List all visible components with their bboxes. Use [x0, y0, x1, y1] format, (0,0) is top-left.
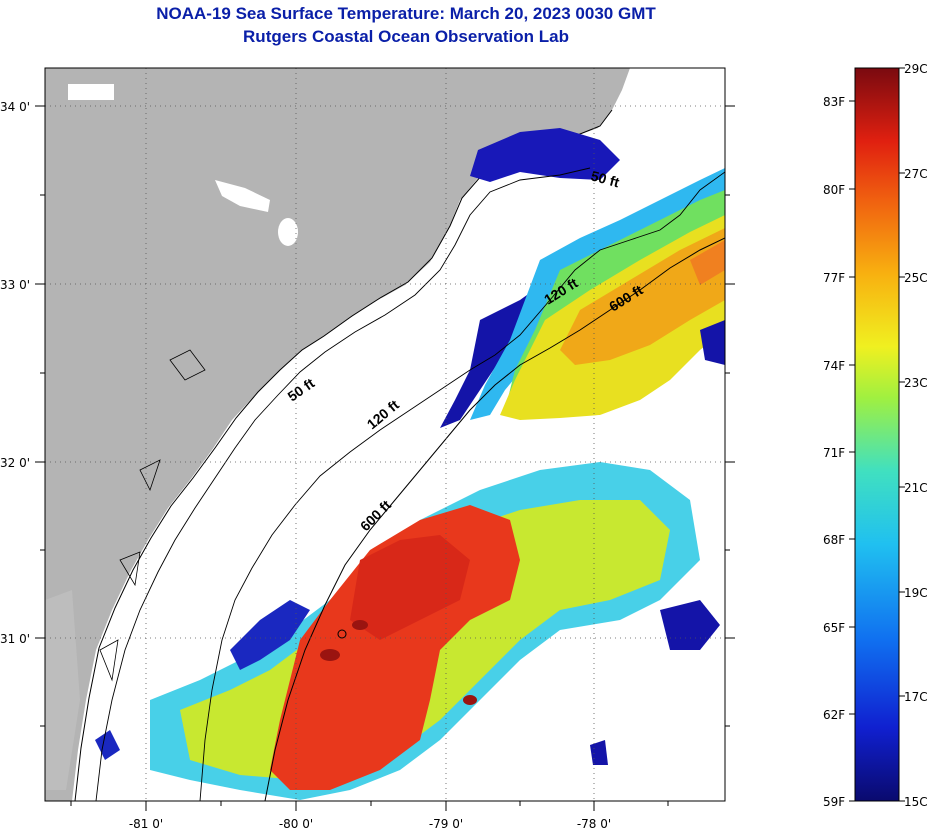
colorbar-c-label: 25C — [904, 271, 928, 285]
colorbar-c-label: 21C — [904, 481, 928, 495]
colorbar-c-label: 17C — [904, 690, 928, 704]
lat-label: 32 0' — [0, 456, 30, 470]
sst-cold-band — [440, 260, 570, 428]
land-gap — [278, 218, 298, 246]
sst-hotspot — [320, 649, 340, 661]
sst-cold-south — [95, 730, 120, 760]
sst-warm-patch — [690, 240, 725, 285]
coastline-islands — [99, 349, 206, 682]
contour-600ft — [264, 237, 725, 801]
contour-50ft — [95, 167, 591, 801]
colorbar-f-label: 83F — [823, 95, 845, 109]
lon-label: -81 0' — [129, 817, 163, 831]
lat-label: 33 0' — [0, 278, 30, 292]
cloud-cover — [440, 395, 725, 480]
colorbar-f-label: 74F — [823, 359, 845, 373]
colorbar-f-label: 68F — [823, 533, 845, 547]
sst-cold-east — [660, 600, 720, 650]
colorbar-c-label: 27C — [904, 167, 928, 181]
contour-120ft — [199, 171, 725, 801]
colorbar-f-label: 77F — [823, 271, 845, 285]
land-gap — [68, 84, 114, 100]
station-marker — [337, 629, 347, 639]
colorbar-c-label: 29C — [904, 62, 928, 76]
lon-label: -80 0' — [279, 817, 313, 831]
cloud-cover — [560, 630, 660, 720]
map-title: NOAA-19 Sea Surface Temperature: March 2… — [156, 4, 656, 23]
land-mass — [45, 68, 630, 801]
lat-label: 34 0' — [0, 100, 30, 114]
cloud-cover — [430, 730, 520, 801]
graticule — [45, 68, 725, 801]
colorbar-f-label: 59F — [823, 795, 845, 809]
colorbar — [854, 67, 900, 802]
colorbar-c-label: 15C — [904, 795, 928, 809]
sst-cold-east — [700, 320, 725, 365]
colorbar-ticks — [849, 67, 905, 802]
colorbar-f-label: 62F — [823, 708, 845, 722]
map-border — [44, 67, 726, 802]
colorbar-f-label: 80F — [823, 183, 845, 197]
sst-hotspot — [352, 620, 368, 630]
sst-cold-north — [470, 128, 620, 182]
colorbar-f-label: 71F — [823, 446, 845, 460]
lat-label: 31 0' — [0, 632, 30, 646]
map-subtitle: Rutgers Coastal Ocean Observation Lab — [243, 27, 569, 46]
sst-cold-east — [590, 740, 608, 765]
lon-label: -78 0' — [577, 817, 611, 831]
colorbar-c-label: 23C — [904, 376, 928, 390]
colorbar-f-label: 65F — [823, 621, 845, 635]
land-texture — [45, 590, 80, 790]
lon-label: -79 0' — [429, 817, 463, 831]
contour-label-50ft-north: 50 ft — [589, 167, 621, 190]
axis-ticks — [35, 105, 735, 811]
colorbar-c-label: 19C — [904, 586, 928, 600]
sst-cold-south — [230, 600, 310, 670]
land-gap — [215, 180, 270, 212]
sst-hotspot — [463, 695, 477, 705]
sst-gulfstream-core — [560, 228, 725, 365]
sst-south-hot-core — [350, 535, 470, 640]
